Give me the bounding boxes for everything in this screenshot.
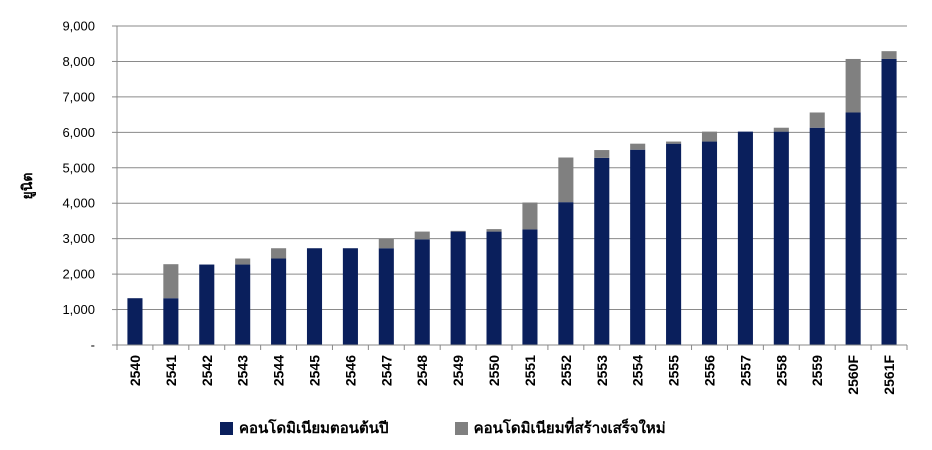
x-tick-label: 2554 — [630, 355, 646, 386]
bar-segment-new-completed — [163, 264, 179, 299]
x-tick-label: 2547 — [378, 355, 394, 386]
bar-segment-new-completed — [522, 202, 538, 230]
bar-segment-new-completed — [845, 58, 861, 113]
bar-segment-start-of-year — [306, 248, 323, 345]
x-tick-label: 2560F — [845, 355, 861, 395]
x-tick-label: 2558 — [773, 355, 789, 386]
x-tick-label: 2541 — [163, 355, 179, 386]
bar-segment-start-of-year — [486, 231, 502, 345]
x-tick-label: 2542 — [199, 355, 215, 386]
y-tick-label: 3,000 — [62, 231, 95, 246]
bar-segment-new-completed — [773, 127, 789, 132]
bar-segment-new-completed — [414, 231, 430, 240]
bar-segment-new-completed — [701, 131, 718, 142]
y-tick-label: 1,000 — [62, 302, 95, 317]
bar-segment-start-of-year — [881, 58, 897, 346]
x-tick-label: 2551 — [522, 355, 538, 386]
y-tick-label: 9,000 — [62, 19, 95, 34]
bar-segment-start-of-year — [199, 264, 215, 345]
x-tick-label: 2543 — [235, 355, 251, 386]
legend-swatch-series-2 — [454, 421, 468, 435]
legend-swatch-series-1 — [220, 421, 233, 435]
x-tick-label: 2549 — [450, 355, 466, 386]
bars — [127, 51, 897, 346]
x-tick-label: 2540 — [127, 355, 143, 386]
x-tick-label: 2555 — [666, 355, 682, 386]
x-axis-ticks: 2540 2541 2542 2543 2544 2545 2546 2547 2548 2549… — [116, 345, 908, 395]
bar-segment-start-of-year — [342, 248, 358, 345]
bar-segment-new-completed — [378, 238, 394, 249]
bar-segment-start-of-year — [271, 258, 287, 345]
bar-segment-start-of-year — [737, 131, 753, 345]
y-axis-ticks: - 1,000 2,000 3,000 4,000 5,000 6,000 7,000 8,00… — [62, 19, 117, 353]
bar-segment-start-of-year — [378, 248, 394, 345]
bar-segment-start-of-year — [163, 298, 179, 345]
bar-segment-start-of-year — [845, 112, 861, 346]
y-tick-label: - — [91, 338, 95, 353]
bar-segment-new-completed — [809, 112, 825, 128]
bar-segment-new-completed — [666, 141, 682, 144]
bar-segment-start-of-year — [450, 231, 466, 345]
bar-segment-new-completed — [450, 230, 466, 232]
x-tick-label: 2553 — [594, 355, 610, 386]
legend: คอนโดมิเนียมตอนต้นปี คอนโดมิเนียมที่สร้า… — [220, 416, 666, 440]
bar-segment-start-of-year — [594, 157, 610, 345]
bar-segment-start-of-year — [701, 141, 718, 345]
x-tick-label: 2546 — [342, 355, 358, 386]
y-tick-label: 8,000 — [62, 54, 95, 69]
bar-segment-start-of-year — [630, 149, 646, 345]
legend-item-series-1: คอนโดมิเนียมตอนต้นปี — [220, 416, 389, 440]
stacked-bar-chart: - 1,000 2,000 3,000 4,000 5,000 6,000 7,000 8,00… — [19, 19, 908, 395]
bar-segment-start-of-year — [558, 202, 574, 345]
y-tick-label: 7,000 — [62, 89, 95, 104]
legend-label-series-2: คอนโดมิเนียมที่สร้างเสร็จใหม่ — [473, 420, 666, 437]
x-tick-label: 2556 — [702, 355, 718, 386]
y-axis-label: ยูนิต — [19, 173, 36, 200]
y-tick-label: 5,000 — [62, 160, 95, 175]
x-tick-label: 2545 — [307, 355, 323, 386]
x-tick-label: 2559 — [809, 355, 825, 386]
bar-segment-new-completed — [594, 150, 610, 158]
bar-segment-new-completed — [881, 51, 897, 59]
bar-segment-start-of-year — [235, 264, 251, 345]
x-tick-label: 2544 — [271, 355, 287, 386]
bar-segment-new-completed — [486, 229, 502, 232]
bar-segment-new-completed — [630, 143, 646, 150]
bar-segment-new-completed — [558, 157, 574, 203]
bar-segment-start-of-year — [414, 239, 430, 345]
y-tick-label: 2,000 — [62, 267, 95, 282]
x-tick-label: 2561F — [881, 355, 897, 395]
bar-segment-start-of-year — [773, 131, 789, 345]
bar-segment-start-of-year — [666, 143, 682, 345]
x-tick-label: 2557 — [737, 355, 753, 386]
bar-segment-start-of-year — [127, 298, 143, 345]
y-tick-label: 6,000 — [62, 125, 95, 140]
bar-segment-new-completed — [271, 248, 287, 259]
bar-segment-new-completed — [235, 258, 251, 265]
x-tick-label: 2548 — [414, 355, 430, 386]
legend-item-series-2: คอนโดมิเนียมที่สร้างเสร็จใหม่ — [454, 416, 666, 440]
x-tick-label: 2552 — [558, 355, 574, 386]
bar-segment-start-of-year — [809, 127, 825, 345]
x-tick-label: 2550 — [486, 355, 502, 386]
bar-segment-start-of-year — [522, 229, 538, 345]
legend-label-series-1: คอนโดมิเนียมตอนต้นปี — [239, 420, 389, 437]
y-tick-label: 4,000 — [62, 196, 95, 211]
